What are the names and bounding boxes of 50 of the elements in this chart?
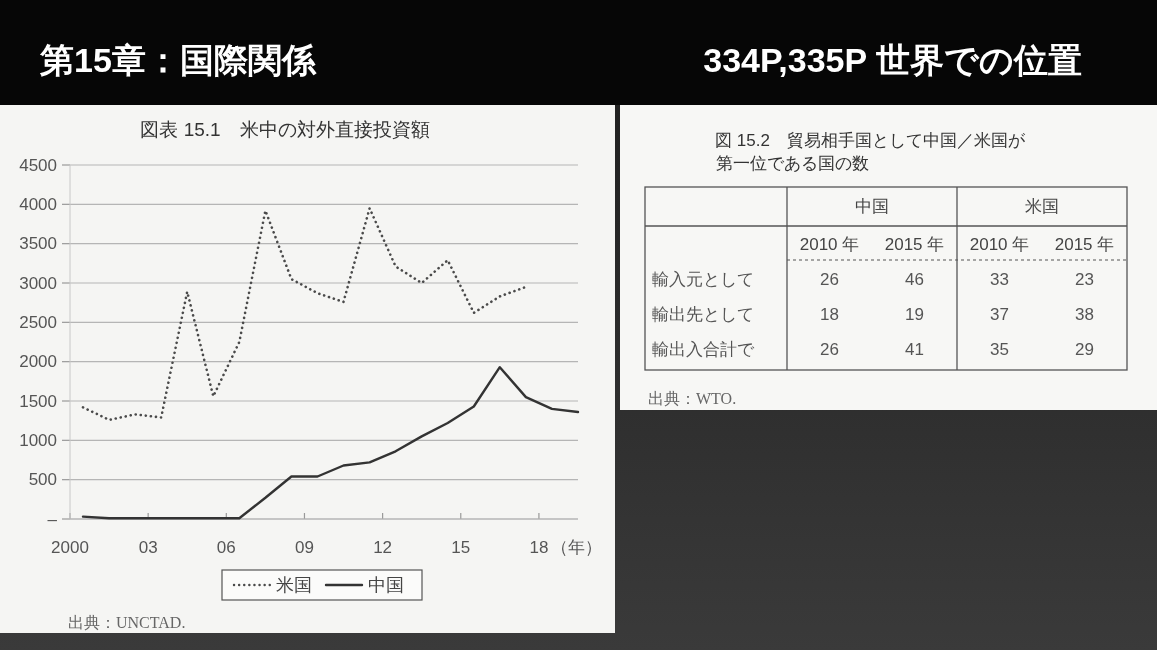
y-tick-label: 2000 — [19, 352, 57, 372]
x-tick-label: 2010 年 — [799, 234, 860, 254]
y-tick-label: 3500 — [19, 234, 57, 254]
y-tick-label: 輸入元として — [652, 270, 754, 289]
source-note: 出典：WTO. — [648, 389, 737, 407]
x-tick-label: 06 — [216, 537, 236, 557]
data-label: 19 — [905, 305, 924, 324]
x-tick-label: 03 — [138, 537, 158, 557]
x-tick-label: 15 — [451, 537, 471, 557]
data-label: 38 — [1075, 305, 1094, 324]
legend-label: 米国 — [276, 575, 312, 595]
x-tick-label: 2010 年 — [969, 234, 1030, 254]
y-tick-label: 500 — [28, 470, 57, 490]
text: 中国 — [855, 197, 889, 216]
y-tick-label: 2500 — [19, 312, 57, 332]
chart-title: 図表 15.1 米中の対外直接投資額 — [140, 118, 430, 140]
data-label: 23 — [1075, 270, 1094, 289]
legend-label: 中国 — [368, 575, 404, 595]
text: 334P,335P 世界での位置 — [703, 41, 1082, 79]
y-tick-label: 輸出入合計で — [652, 340, 755, 359]
x-tick-label: 09 — [295, 537, 314, 557]
y-tick-label: – — [47, 509, 58, 529]
data-label: 29 — [1075, 340, 1094, 359]
data-label: 37 — [990, 305, 1009, 324]
x-tick-label: 18 — [529, 537, 549, 557]
y-tick-label: 3000 — [19, 273, 57, 293]
data-label: 26 — [820, 340, 839, 359]
x-tick-label: 2015 年 — [1054, 234, 1115, 254]
y-tick-label: 輸出先として — [652, 305, 754, 324]
x-tick-label: 2000 — [51, 537, 89, 557]
line-series — [81, 207, 528, 422]
text: 第15章：国際関係 — [39, 41, 317, 79]
y-tick-label: 1500 — [19, 391, 57, 411]
line-series — [81, 366, 580, 520]
text: 米国 — [1025, 197, 1059, 216]
source-note: 出典：UNCTAD. — [68, 613, 186, 631]
data-label: 18 — [820, 305, 839, 324]
data-label: 26 — [820, 270, 839, 289]
x-axis-title: （年） — [551, 537, 602, 557]
y-tick-label: 1000 — [19, 430, 57, 450]
chart-title: 図 15.2 貿易相手国として中国／米国が — [715, 130, 1026, 150]
y-tick-label: 4500 — [19, 155, 57, 175]
x-tick-label: 12 — [373, 537, 393, 557]
y-tick-label: 4000 — [19, 194, 57, 214]
data-label: 41 — [905, 340, 924, 359]
data-label: 35 — [990, 340, 1009, 359]
chart-subtitle: 第一位である国の数 — [715, 153, 869, 173]
x-tick-label: 2015 年 — [884, 234, 945, 254]
data-label: 33 — [990, 270, 1009, 289]
data-label: 46 — [905, 270, 924, 289]
